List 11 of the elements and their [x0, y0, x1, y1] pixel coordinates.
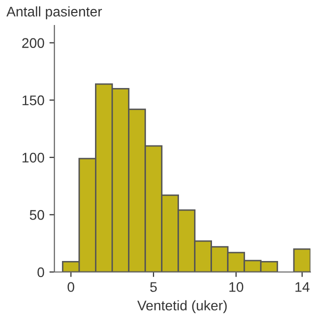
- y-tick-label: 50: [30, 210, 44, 220]
- x-tick-label: 10: [229, 282, 244, 292]
- x-tick-label: 5: [150, 282, 157, 292]
- y-tick-label: 150: [22, 95, 44, 106]
- x-tick-label: 14: [295, 282, 310, 292]
- x-tick-label: 0: [68, 282, 74, 292]
- y-tick-label: 0: [37, 267, 44, 278]
- y-axis-title: Antall pasienter: [6, 6, 102, 20]
- y-tick-label: 200: [22, 38, 44, 48]
- x-axis-title: Ventetid (uker): [137, 300, 227, 314]
- y-tick-label: 100: [22, 152, 44, 163]
